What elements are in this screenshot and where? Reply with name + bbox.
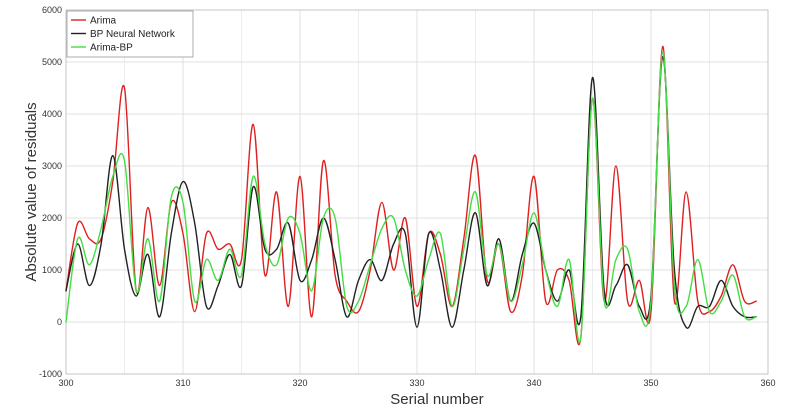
y-tick-label: 0 (57, 317, 62, 327)
y-tick-label: 6000 (42, 5, 62, 15)
y-tick-label: 5000 (42, 57, 62, 67)
x-tick-label: 300 (58, 378, 73, 388)
plot-area-frame (65, 9, 769, 375)
series-lines (65, 45, 757, 346)
grid (65, 9, 769, 375)
legend-entry-arima-bp: Arima-BP (90, 43, 133, 54)
y-tick-label: -1000 (39, 369, 62, 379)
series-line-bp-neural-network (65, 56, 757, 329)
x-tick-label: 310 (175, 378, 190, 388)
x-tick-label: 360 (760, 378, 775, 388)
y-axis-ticks: -1000 0 1000 2000 3000 4000 5000 6000 (39, 5, 62, 379)
y-tick-label: 2000 (42, 213, 62, 223)
x-tick-label: 350 (643, 378, 658, 388)
x-tick-label: 320 (292, 378, 307, 388)
legend-entry-arima: Arima (90, 16, 117, 27)
x-axis-ticks: 300 310 320 330 340 350 360 (58, 378, 775, 388)
x-axis-label: Serial number (390, 391, 483, 408)
x-tick-label: 340 (526, 378, 541, 388)
y-tick-label: 4000 (42, 109, 62, 119)
y-axis-label: Absolute value of residuals (23, 102, 40, 281)
series-line-arima-bp (65, 50, 757, 343)
series-line-arima (65, 45, 757, 346)
y-tick-label: 1000 (42, 265, 62, 275)
legend-entry-bp-neural-network: BP Neural Network (90, 29, 176, 40)
legend: Arima BP Neural Network Arima-BP (66, 10, 194, 58)
x-tick-label: 330 (409, 378, 424, 388)
y-tick-label: 3000 (42, 161, 62, 171)
legend-box (66, 10, 194, 58)
